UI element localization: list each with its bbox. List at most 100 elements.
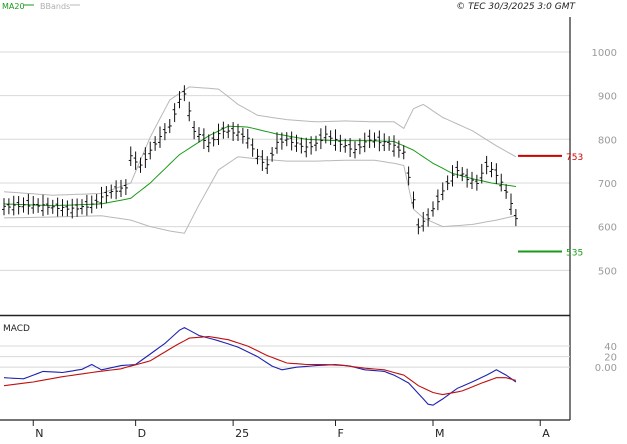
price-tick-label: 700 bbox=[598, 179, 617, 190]
price-bar bbox=[479, 163, 484, 184]
price-bar bbox=[216, 123, 221, 145]
price-tick-label: 800 bbox=[598, 135, 617, 146]
price-bar bbox=[60, 199, 65, 217]
price-bar bbox=[167, 119, 172, 134]
legend-bbands: BBands bbox=[40, 2, 70, 11]
price-bar bbox=[260, 150, 265, 171]
price-bar bbox=[128, 146, 133, 167]
price-bar bbox=[6, 198, 11, 215]
price-bar bbox=[416, 218, 421, 235]
price-bar bbox=[255, 148, 260, 165]
price-bar bbox=[372, 132, 377, 148]
support-label: 535 bbox=[566, 249, 583, 259]
levels: 753 535 bbox=[518, 153, 583, 259]
price-bar bbox=[221, 121, 226, 139]
price-bar bbox=[387, 136, 392, 151]
price-bar bbox=[133, 151, 138, 170]
price-tick-label: 500 bbox=[598, 266, 617, 277]
chart-credit: © TEC 30/3/2025 3:0 GMT bbox=[456, 2, 576, 12]
price-bar bbox=[357, 138, 362, 155]
price-bar bbox=[431, 201, 435, 217]
macd-signal-line bbox=[3, 335, 517, 396]
price-bar bbox=[377, 130, 382, 152]
price-bar bbox=[187, 101, 192, 122]
price-bar bbox=[411, 191, 416, 209]
price-bar bbox=[250, 138, 255, 157]
price-bar bbox=[123, 179, 128, 196]
price-bar bbox=[284, 132, 289, 147]
price-bar bbox=[31, 195, 36, 214]
price-bar bbox=[323, 125, 328, 144]
price-bar bbox=[265, 156, 270, 174]
price-bar bbox=[99, 186, 104, 209]
price-bar bbox=[109, 184, 114, 199]
price-bar bbox=[11, 195, 16, 216]
price-bar bbox=[138, 157, 143, 173]
price-bar bbox=[192, 120, 197, 140]
price-bar bbox=[55, 197, 60, 217]
price-bar bbox=[245, 128, 250, 149]
price-bar bbox=[289, 131, 294, 151]
price-bar bbox=[494, 163, 499, 185]
price-bar bbox=[421, 211, 426, 232]
price-bar bbox=[143, 147, 148, 169]
x-tick-label: D bbox=[138, 427, 146, 440]
price-bar bbox=[470, 171, 474, 189]
price-bar bbox=[455, 160, 460, 179]
bband-lower-line bbox=[3, 156, 517, 234]
price-bar bbox=[304, 137, 309, 158]
price-bar bbox=[450, 165, 455, 187]
price-bar bbox=[367, 129, 372, 149]
price-bar bbox=[353, 141, 357, 159]
x-tick-label: A bbox=[542, 427, 550, 440]
price-bar bbox=[65, 200, 70, 217]
price-bar bbox=[465, 168, 470, 188]
price-bar bbox=[231, 122, 236, 142]
macd-panel-title: MACD bbox=[3, 324, 30, 334]
price-bar bbox=[75, 198, 80, 217]
price-bar bbox=[158, 126, 162, 148]
price-bar bbox=[440, 182, 445, 201]
price-bar bbox=[236, 123, 240, 141]
price-bar bbox=[499, 173, 504, 192]
resistance-label: 753 bbox=[566, 153, 583, 163]
price-bar bbox=[362, 132, 367, 153]
price-bar bbox=[2, 198, 6, 216]
price-tick-label: 600 bbox=[598, 223, 617, 234]
price-bar bbox=[460, 167, 465, 182]
price-bar bbox=[328, 130, 333, 146]
price-bar bbox=[314, 135, 318, 152]
price-bar bbox=[201, 128, 206, 150]
macd-tick-label: 20 bbox=[604, 353, 617, 364]
price-bar bbox=[41, 194, 45, 217]
price-bar bbox=[94, 194, 99, 209]
price-tick-label: 900 bbox=[598, 92, 617, 103]
price-bar bbox=[509, 193, 513, 215]
price-bar bbox=[474, 174, 479, 191]
price-bar bbox=[513, 209, 518, 227]
price-bar bbox=[401, 145, 406, 160]
price-bar bbox=[333, 129, 338, 151]
price-bar bbox=[26, 193, 31, 215]
price-bar bbox=[343, 138, 348, 153]
price-bar bbox=[396, 140, 401, 158]
price-bar bbox=[240, 127, 245, 144]
price-bar bbox=[426, 208, 431, 227]
x-tick-label: N bbox=[35, 427, 43, 440]
price-bar bbox=[206, 134, 211, 153]
price-bar bbox=[45, 197, 50, 215]
price-bar bbox=[70, 198, 75, 219]
legend-ma20: MA20 bbox=[2, 2, 25, 11]
price-bar bbox=[80, 199, 84, 215]
bband-upper-line bbox=[3, 86, 517, 196]
price-bar bbox=[309, 136, 314, 155]
x-tick-label: 25 bbox=[235, 427, 249, 440]
price-bar bbox=[177, 91, 182, 109]
price-bar bbox=[338, 134, 343, 152]
price-bar bbox=[406, 166, 411, 186]
price-bar bbox=[489, 162, 494, 178]
price-bar bbox=[153, 136, 158, 151]
price-tick-label: 1000 bbox=[592, 48, 617, 59]
price-bar bbox=[504, 184, 509, 199]
